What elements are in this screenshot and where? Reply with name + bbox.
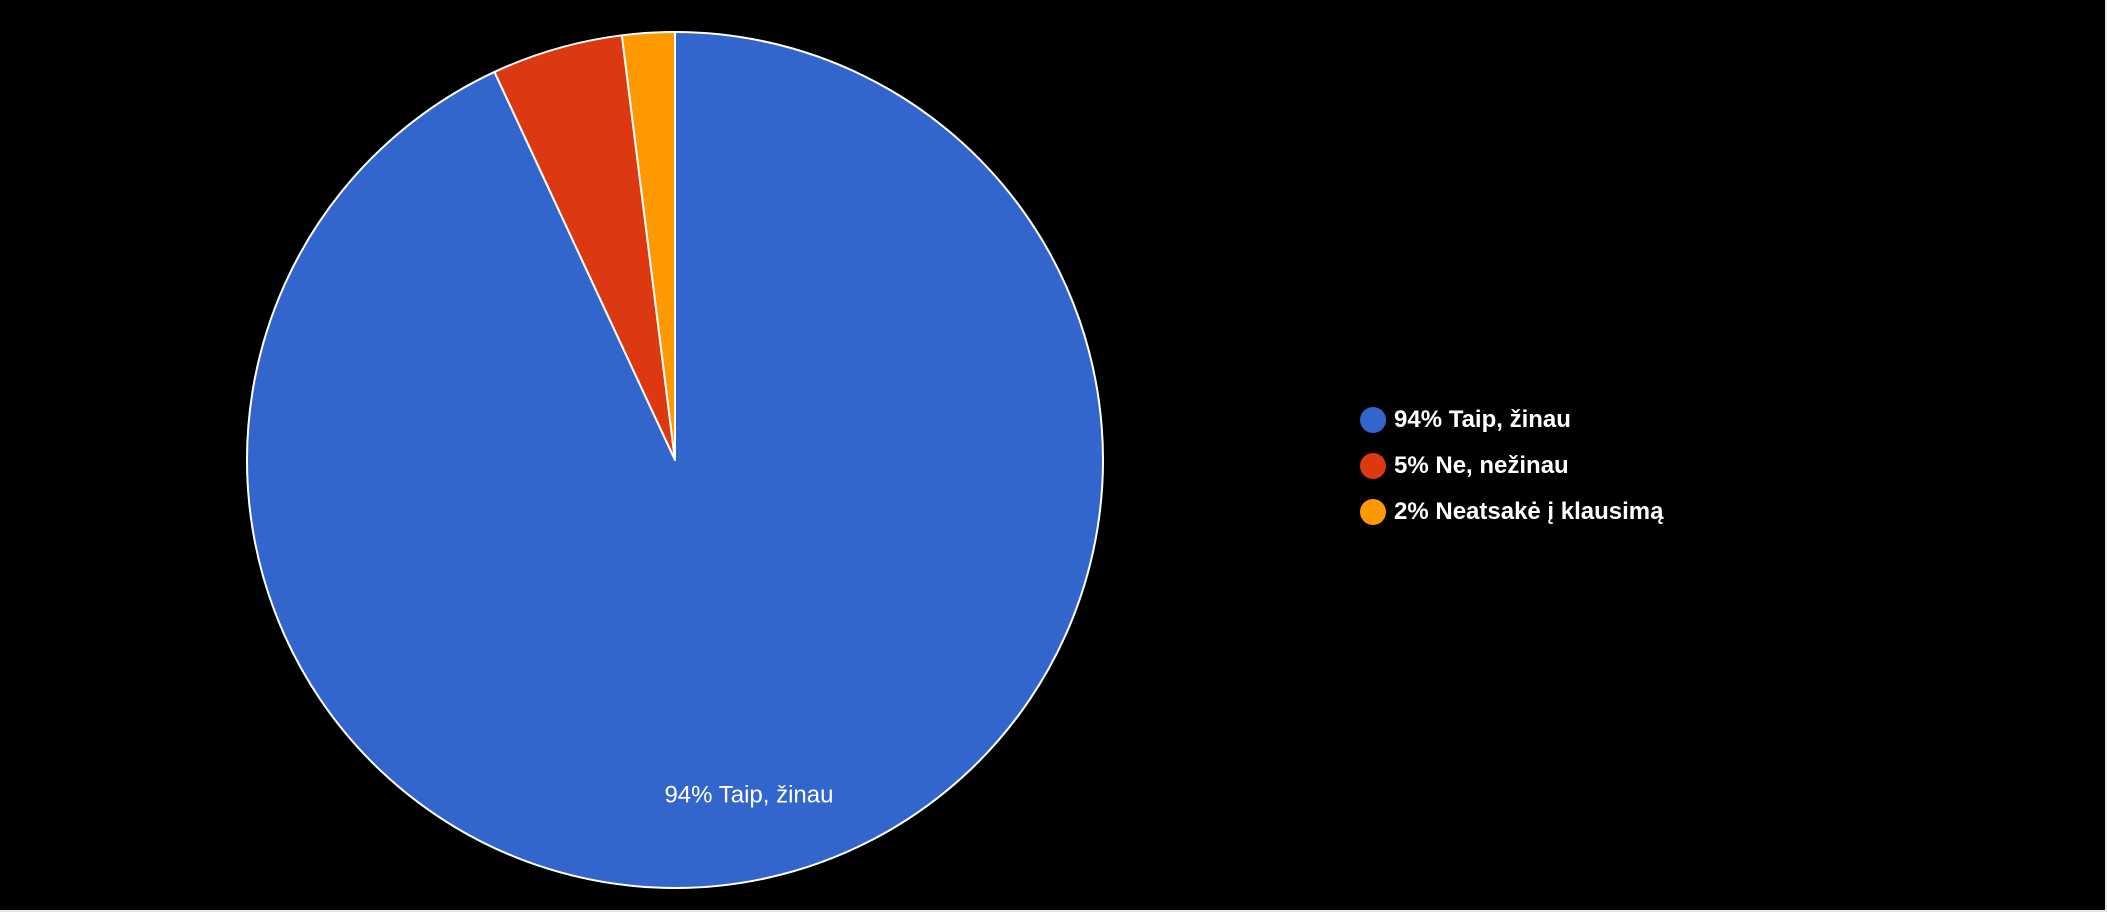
legend-swatch-taip — [1360, 407, 1386, 433]
legend-item-taip[interactable]: 94% Taip, žinau — [1360, 397, 1664, 443]
legend-label-taip: 94% Taip, žinau — [1394, 406, 1571, 433]
legend: 94% Taip, žinau 5% Ne, nežinau 2% Neatsa… — [1360, 397, 1664, 535]
pie-slices — [246, 31, 1104, 889]
legend-item-neatsake[interactable]: 2% Neatsakė į klausimą — [1360, 489, 1664, 535]
legend-item-ne[interactable]: 5% Ne, nežinau — [1360, 443, 1664, 489]
legend-swatch-neatsake — [1360, 499, 1386, 525]
slice-label-taip: 94% Taip, žinau — [664, 781, 833, 808]
legend-swatch-ne — [1360, 453, 1386, 479]
legend-label-ne: 5% Ne, nežinau — [1394, 452, 1569, 479]
legend-label-neatsake: 2% Neatsakė į klausimą — [1394, 498, 1664, 525]
pie-slice-neatsake[interactable] — [620, 31, 676, 461]
